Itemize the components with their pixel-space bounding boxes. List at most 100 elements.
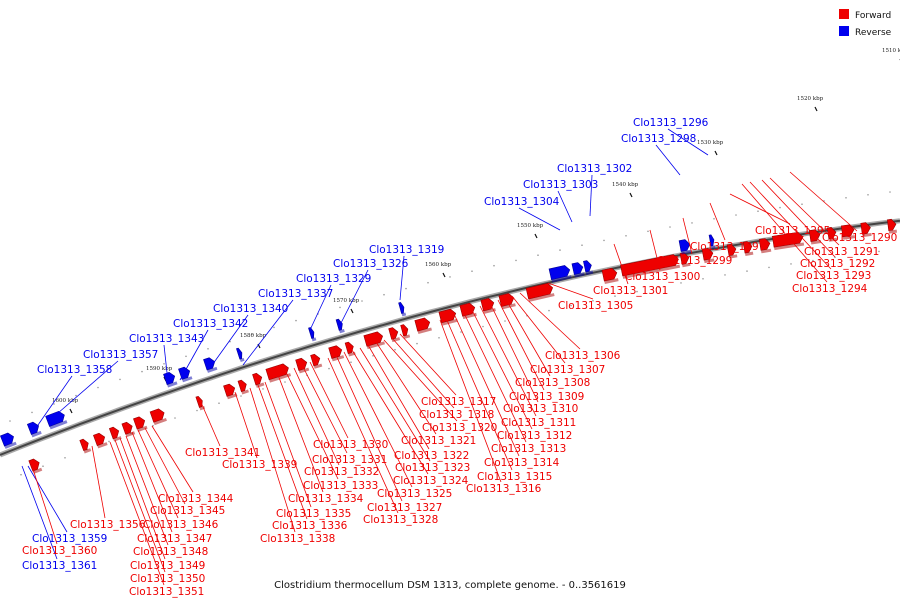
forward-leader-line (497, 299, 545, 391)
forward-gene-label: Clo1313_1345 (150, 505, 225, 517)
forward-leader-line (151, 425, 194, 493)
forward-leader-line (504, 297, 551, 377)
forward-gene-label: Clo1313_1324 (393, 475, 469, 487)
guide-dot (471, 270, 473, 273)
legend-reverse-swatch (839, 26, 849, 36)
forward-leader-line (769, 177, 840, 246)
guide-dot (20, 473, 22, 476)
reverse-gene (548, 265, 572, 283)
guide-dot (207, 348, 209, 350)
reverse-gene-label: Clo1313_1361 (22, 560, 97, 572)
forward-leader-line (335, 354, 403, 502)
axis-tick-mark (629, 192, 633, 198)
guide-dot (592, 300, 594, 302)
forward-leader-line (613, 243, 629, 285)
guide-dot (867, 194, 869, 196)
forward-gene-label: Clo1313_1307 (530, 364, 605, 376)
forward-gene-label: Clo1313_1320 (422, 422, 497, 434)
forward-leader-line (709, 202, 726, 241)
reverse-gene-label: Clo1313_1296 (633, 117, 709, 129)
guide-dot (361, 300, 363, 302)
reverse-gene-label: Clo1313_1357 (83, 349, 158, 361)
forward-gene (310, 353, 323, 369)
forward-gene (459, 302, 477, 320)
forward-gene-label: Clo1313_1301 (593, 285, 668, 297)
reverse-gene (163, 371, 178, 388)
genome-axis: 1510 kbp 1520 kbp 1530 kbp 1540 kbp 1550 kbp… (0, 48, 900, 476)
guide-dot (537, 254, 539, 256)
reverse-leader-line (309, 284, 332, 331)
forward-leader-line (682, 217, 693, 255)
forward-gene-label: Clo1313_1332 (304, 466, 379, 478)
guide-dot (702, 278, 704, 280)
forward-gene-label: Clo1313_1297 (690, 241, 765, 253)
reverse-gene-label: Clo1313_1337 (258, 288, 333, 300)
guide-dot (581, 244, 583, 246)
reverse-gene-label: Clo1313_1343 (129, 333, 204, 345)
forward-gene (840, 224, 856, 240)
forward-leader-line (144, 427, 186, 505)
guide-dot (713, 218, 715, 220)
guide-dot (141, 370, 143, 373)
forward-leader-line (293, 367, 340, 466)
reverse-gene (203, 357, 218, 373)
forward-leader-line (375, 341, 437, 435)
forward-gene-label: Clo1313_1346 (143, 519, 219, 531)
guide-dot (196, 409, 198, 412)
guide-dot (779, 206, 781, 209)
forward-gene-label: Clo1313_1311 (501, 417, 576, 429)
forward-leader-line (199, 399, 221, 447)
forward-gene-label: Clo1313_1323 (395, 462, 470, 474)
forward-gene (295, 357, 310, 374)
forward-gene-label: Clo1313_1330 (313, 439, 388, 451)
reverse-leader-line (557, 190, 573, 223)
reverse-gene (26, 421, 42, 438)
forward-gene (601, 267, 619, 284)
forward-gene (93, 432, 108, 449)
forward-gene (388, 327, 401, 343)
reverse-gene-label: Clo1313_1319 (369, 244, 444, 256)
guide-dot (746, 270, 748, 272)
reverse-leader-line (179, 329, 209, 381)
genome-caption: Clostridium thermocellum DSM 1313, compl… (274, 580, 626, 591)
forward-gene-label: Clo1313_1341 (185, 447, 260, 459)
guide-dot (174, 417, 176, 419)
forward-gene (265, 363, 292, 383)
forward-gene (363, 331, 385, 350)
guide-dot (801, 203, 803, 205)
guide-dot (405, 287, 407, 290)
reverse-gene-label: Clo1313_1340 (213, 303, 288, 315)
forward-leader-line (741, 183, 828, 283)
forward-leader-line (309, 361, 349, 439)
forward-gene-label: Clo1313_1290 (822, 232, 897, 244)
guide-dot (350, 361, 352, 364)
forward-leader-line (137, 429, 179, 519)
forward-gene-label: Clo1313_1316 (466, 483, 542, 495)
guide-dot (97, 386, 99, 389)
reverse-leader-line (21, 465, 58, 560)
guide-dot (735, 214, 737, 216)
legend-reverse-label: Reverse (855, 28, 892, 38)
forward-leader-line (547, 282, 594, 300)
reverse-gene-label: Clo1313_1302 (557, 163, 632, 175)
forward-gene-label: Clo1313_1305 (558, 300, 633, 312)
guide-dot (53, 403, 55, 405)
forward-leader-line (391, 337, 455, 409)
forward-gene (758, 238, 772, 254)
guide-dot (504, 320, 506, 322)
guide-dot (75, 394, 77, 397)
guide-dot (460, 331, 462, 333)
guide-dot (482, 325, 484, 328)
forward-leader-line (383, 339, 458, 422)
forward-gene (742, 241, 754, 256)
forward-gene-label: Clo1313_1295 (755, 225, 830, 237)
forward-gene (133, 416, 148, 432)
reverse-gene (335, 318, 345, 334)
forward-leader-line (125, 435, 169, 546)
legend-forward-label: Forward (855, 11, 891, 21)
axis-line (0, 219, 900, 456)
guide-dot (273, 326, 275, 329)
gene-features (0, 218, 898, 474)
guide-dot (845, 197, 847, 199)
reverse-leader-line (339, 269, 369, 326)
